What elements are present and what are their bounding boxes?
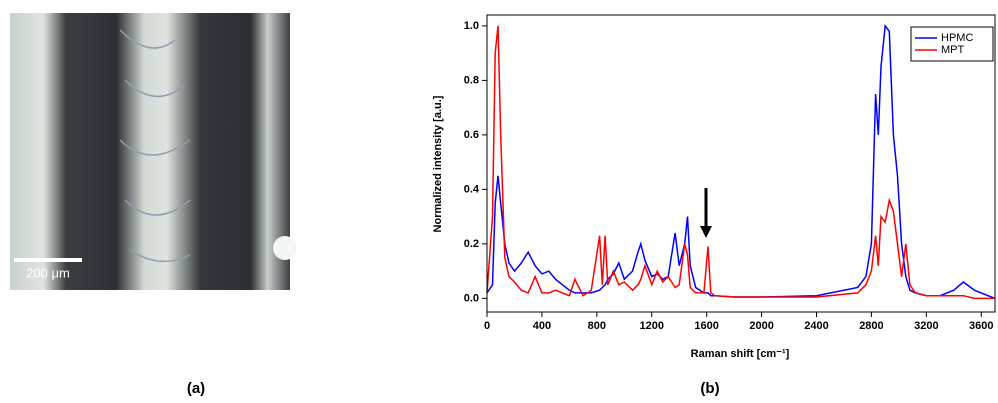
- y-tick-label: 0.8: [464, 74, 479, 86]
- bright-spot: [273, 236, 297, 260]
- scale-bar: [14, 258, 82, 262]
- y-tick-label: 0.2: [464, 238, 479, 250]
- x-axis-label: Raman shift [cm⁻¹]: [691, 348, 790, 360]
- series-line: [486, 23, 996, 300]
- x-tick-label: 1200: [640, 320, 664, 332]
- panel-label: (a): [187, 380, 205, 397]
- x-tick-label: 2400: [804, 320, 828, 332]
- scale-bar-label: 200 μm: [26, 265, 70, 280]
- x-tick-label: 800: [588, 320, 606, 332]
- x-tick-label: 2000: [749, 320, 773, 332]
- texture: [119, 29, 191, 263]
- x-tick-label: 400: [533, 320, 551, 332]
- legend-label: MPT: [941, 44, 965, 56]
- y-tick-label: 1.0: [464, 20, 479, 32]
- x-tick-label: 2800: [859, 320, 883, 332]
- arrow: [700, 188, 712, 238]
- micrograph: 200 μm: [10, 13, 297, 290]
- x-tick-label: 3600: [969, 320, 993, 332]
- x-tick-label: 0: [484, 320, 490, 332]
- arrow-head: [700, 226, 712, 238]
- y-axis-label: Normalized intensity [a.u.]: [432, 95, 444, 232]
- plot-frame: [486, 14, 996, 313]
- legend-label: HPMC: [941, 32, 973, 44]
- x-tick-label: 1600: [694, 320, 718, 332]
- series-line: [486, 25, 995, 300]
- y-tick-label: 0.6: [464, 129, 479, 141]
- y-tick-label: 0.0: [464, 292, 479, 304]
- y-tick-label: 0.4: [464, 183, 480, 195]
- micrograph-image: [10, 13, 290, 290]
- panel-label: (b): [700, 380, 719, 397]
- plot: 0 400 800 1200 1600 2000 2400 2800 3200 3600 0.0 0.…: [464, 14, 996, 332]
- x-tick-label: 3200: [914, 320, 938, 332]
- legend-box: [910, 26, 994, 62]
